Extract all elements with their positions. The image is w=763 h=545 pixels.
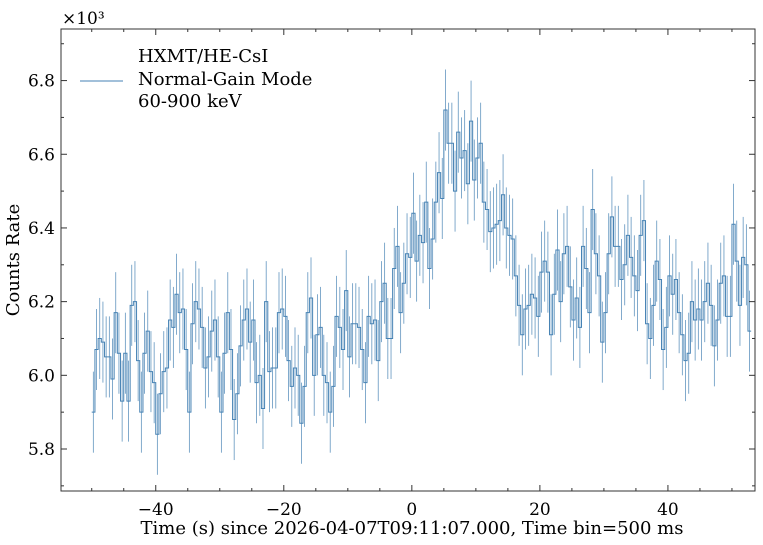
y-tick-label: 6.0	[28, 366, 55, 386]
legend-line-2: Normal-Gain Mode	[138, 69, 312, 90]
legend: HXMT/HE-CsI Normal-Gain Mode 60-900 keV	[80, 46, 312, 112]
x-axis-label: Time (s) since 2026-04-07T09:11:07.000, …	[141, 518, 684, 539]
x-tick-label: −40	[138, 500, 174, 520]
y-tick-label: 6.4	[28, 219, 55, 239]
light-curve-step-line	[91, 109, 752, 435]
y-tick-label: 6.2	[28, 293, 55, 313]
x-tick-label: 20	[529, 500, 551, 520]
x-tick-label: −20	[266, 500, 302, 520]
y-tick-label: 5.8	[28, 440, 55, 460]
axis-ticks: −40 −20 0 20 40 5.8 6.0 6.2 6.4 6.6 6.8	[28, 29, 755, 520]
x-tick-label: 0	[406, 500, 417, 520]
plot-marks	[91, 69, 752, 475]
y-tick-label: 6.8	[28, 72, 55, 92]
y-axis-label: Counts Rate	[3, 204, 24, 317]
legend-line-3: 60-900 keV	[138, 91, 243, 112]
x-tick-label: 40	[657, 500, 679, 520]
y-offset-label: ×10³	[62, 9, 105, 29]
y-tick-label: 6.6	[28, 145, 55, 165]
legend-line-1: HXMT/HE-CsI	[138, 46, 268, 67]
plot-frame	[60, 28, 756, 492]
